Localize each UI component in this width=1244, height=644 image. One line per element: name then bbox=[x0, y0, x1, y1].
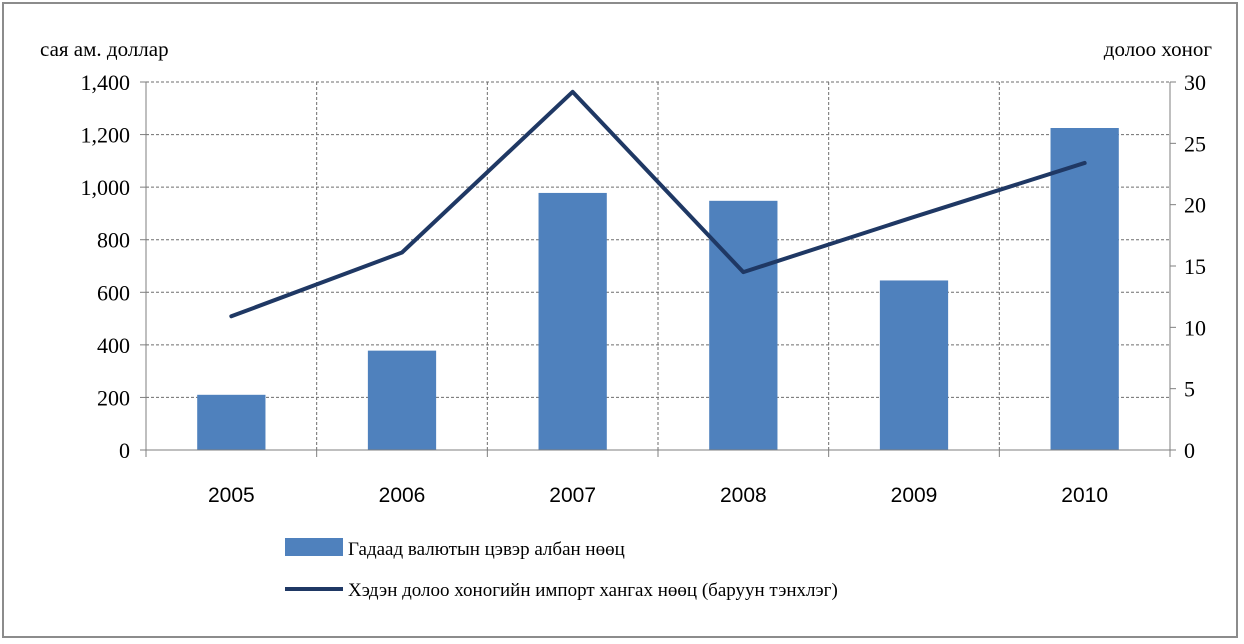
bar bbox=[197, 394, 266, 450]
right-tick-label: 5 bbox=[1184, 377, 1195, 402]
bar bbox=[879, 280, 949, 450]
legend-bar-swatch bbox=[285, 538, 343, 556]
left-tick-label: 400 bbox=[97, 333, 130, 358]
right-tick-label: 10 bbox=[1184, 315, 1206, 340]
x-tick-label: 2005 bbox=[208, 484, 255, 507]
right-tick-label: 20 bbox=[1184, 193, 1206, 218]
line-series bbox=[229, 89, 1087, 319]
x-tick-label: 2009 bbox=[891, 484, 938, 507]
right-tick-label: 30 bbox=[1184, 70, 1206, 95]
axes: 0 200 400 600 800 1,000 1,200 1,400 0 5 10 15 20 25 30… bbox=[81, 70, 1207, 507]
grid-lines bbox=[146, 81, 1170, 450]
left-tick-label: 0 bbox=[119, 438, 130, 463]
left-tick-label: 800 bbox=[97, 228, 130, 253]
legend: Гадаад валютын цэвэр албан нөөц Хэдэн до… bbox=[285, 538, 838, 601]
right-axis-title: долоо хоног bbox=[1104, 37, 1213, 61]
bar-series bbox=[197, 128, 1119, 450]
x-tick-label: 2006 bbox=[379, 484, 426, 507]
left-tick-label: 200 bbox=[97, 385, 130, 410]
bar bbox=[709, 200, 778, 450]
left-tick-label: 600 bbox=[97, 280, 130, 305]
left-tick-label: 1,200 bbox=[81, 123, 131, 148]
right-tick-label: 15 bbox=[1184, 254, 1206, 279]
x-tick-label: 2008 bbox=[720, 484, 767, 507]
right-tick-label: 0 bbox=[1184, 438, 1195, 463]
left-axis-title: сая ам. доллар bbox=[40, 37, 169, 61]
left-tick-label: 1,000 bbox=[81, 175, 131, 200]
right-tick-label: 25 bbox=[1184, 131, 1206, 156]
x-tick-label: 2007 bbox=[549, 484, 596, 507]
bar bbox=[367, 350, 437, 450]
line-series-path bbox=[229, 89, 1087, 319]
bar bbox=[538, 192, 607, 450]
legend-line-label: Хэдэн долоо хоногийн импорт хангах нөөц … bbox=[348, 580, 838, 601]
x-tick-label: 2010 bbox=[1061, 484, 1108, 507]
bar bbox=[1050, 128, 1119, 450]
axis-labels: сая ам. доллар долоо хоног bbox=[40, 37, 1212, 61]
legend-bar-label: Гадаад валютын цэвэр албан нөөц bbox=[348, 539, 625, 560]
left-tick-label: 1,400 bbox=[81, 70, 131, 95]
